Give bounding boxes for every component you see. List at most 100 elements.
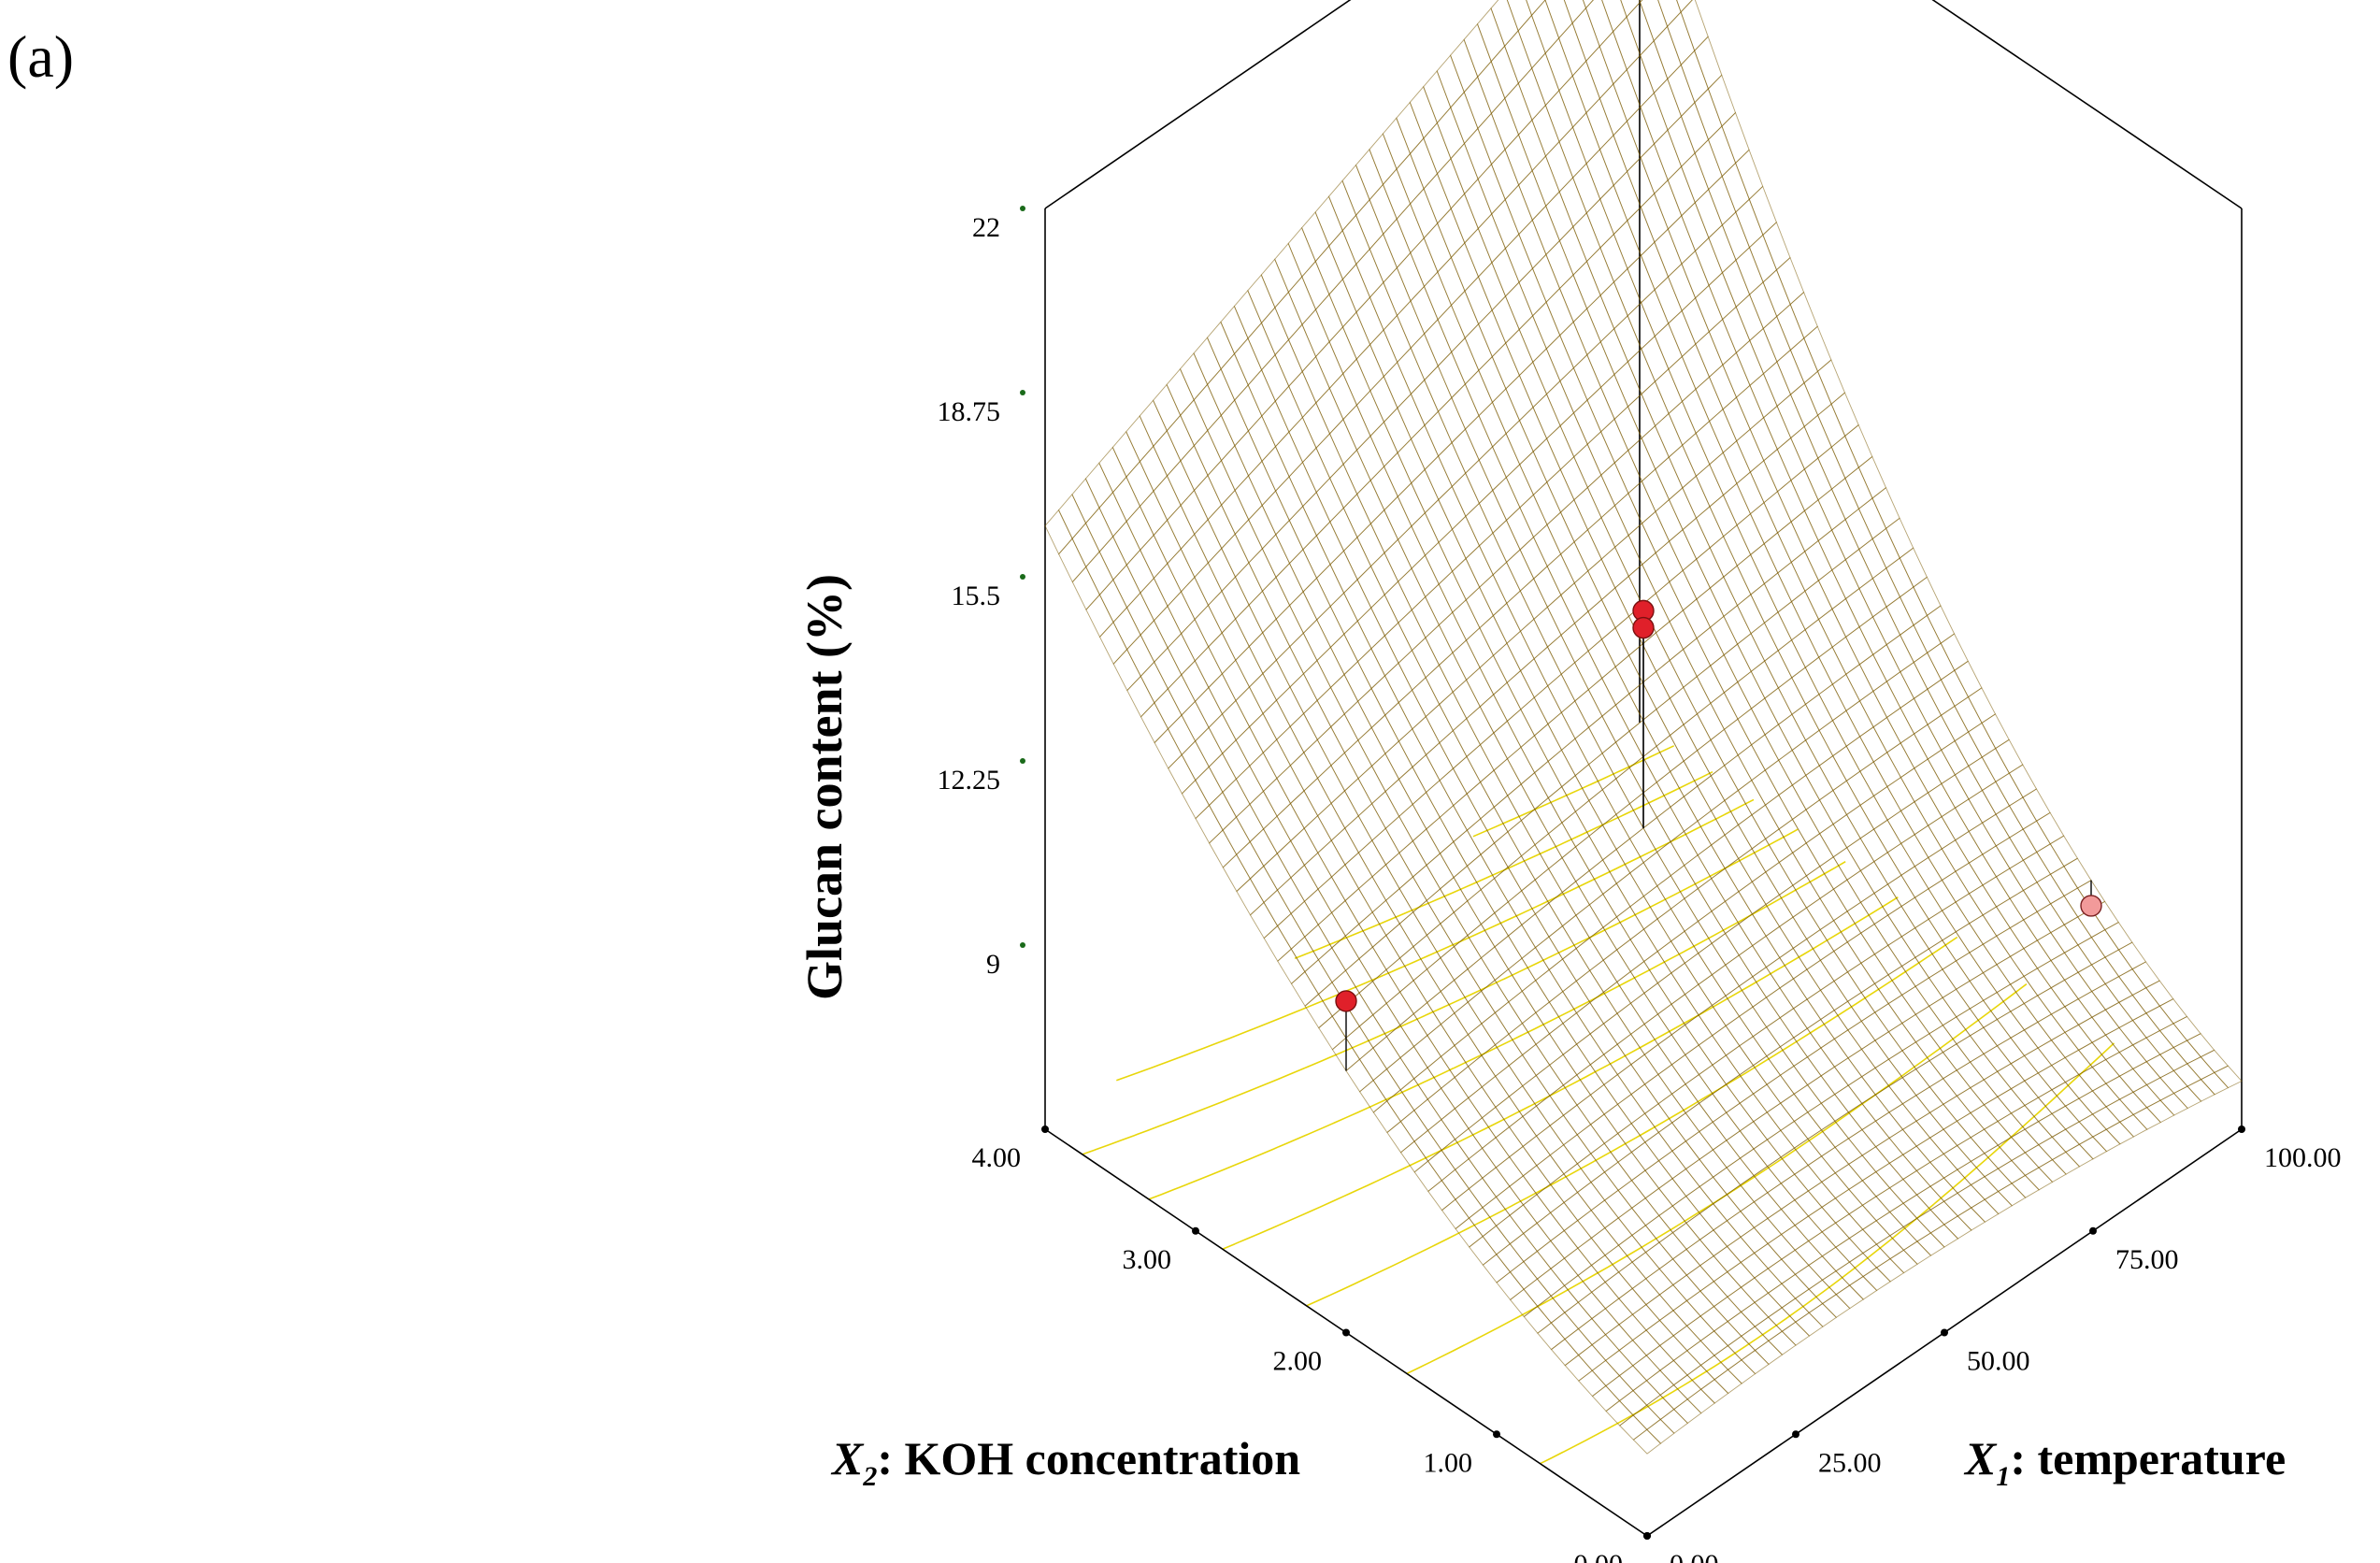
surface-patch bbox=[1384, 701, 1413, 742]
surface-patch bbox=[1220, 305, 1249, 355]
surface-patch bbox=[1578, 1369, 1607, 1398]
surface-patch bbox=[1342, 449, 1371, 495]
surface-patch bbox=[1643, 1013, 1672, 1046]
surface-patch bbox=[1248, 504, 1277, 550]
surface-patch bbox=[1234, 475, 1263, 521]
surface-patch bbox=[2038, 1159, 2067, 1183]
surface-patch bbox=[1631, 1251, 1660, 1280]
surface-patch bbox=[1179, 352, 1209, 401]
surface-patch bbox=[1439, 729, 1468, 769]
surface-patch bbox=[1208, 713, 1237, 754]
surface-patch bbox=[1848, 1252, 1878, 1278]
surface-patch bbox=[1233, 289, 1263, 339]
surface-patch bbox=[1235, 765, 1265, 806]
surface-patch bbox=[1386, 1120, 1415, 1154]
surface-patch bbox=[1208, 632, 1237, 675]
surface-patch bbox=[1167, 504, 1196, 550]
surface-patch bbox=[1603, 1073, 1632, 1105]
surface-patch bbox=[1915, 1137, 1944, 1163]
surface-patch bbox=[2051, 1151, 2081, 1175]
surface-patch bbox=[1522, 1165, 1552, 1196]
panel-label: (a) bbox=[7, 23, 74, 90]
surface-patch bbox=[1467, 990, 1496, 1025]
surface-patch bbox=[1616, 1002, 1645, 1035]
surface-patch bbox=[1806, 1075, 1836, 1104]
surface-patch bbox=[1494, 935, 1523, 970]
surface-patch bbox=[1398, 945, 1428, 982]
surface-patch bbox=[1577, 1343, 1607, 1371]
surface-patch bbox=[1290, 864, 1319, 902]
surface-patch bbox=[1874, 1137, 1904, 1164]
surface-patch bbox=[1657, 1150, 1687, 1180]
surface-patch bbox=[1222, 778, 1251, 818]
surface-patch bbox=[1208, 791, 1238, 831]
surface-patch bbox=[1315, 564, 1345, 608]
surface-patch bbox=[1875, 1162, 1904, 1189]
surface-patch bbox=[1508, 1054, 1537, 1087]
z-axis-title: Glucan content (%) bbox=[796, 574, 853, 1000]
z-tick-label: 15.5 bbox=[952, 581, 1001, 611]
surface-patch bbox=[1522, 1194, 1552, 1225]
surface-patch bbox=[1480, 946, 1510, 982]
surface-patch bbox=[1209, 829, 1238, 868]
surface-patch bbox=[1643, 1043, 1673, 1076]
surface-patch bbox=[1616, 1093, 1646, 1125]
surface-patch bbox=[1577, 1264, 1606, 1293]
surface-patch bbox=[1847, 1102, 1877, 1131]
surface-patch bbox=[1685, 1185, 1714, 1214]
surface-patch bbox=[1618, 1340, 1647, 1367]
surface-patch bbox=[1766, 1102, 1796, 1131]
surface-patch bbox=[1617, 1261, 1647, 1290]
surface-patch bbox=[1603, 1103, 1632, 1135]
x1-tick-mark bbox=[2089, 1226, 2097, 1235]
surface-patch bbox=[1604, 1244, 1633, 1273]
surface-patch bbox=[2051, 1105, 2080, 1130]
surface-patch bbox=[1482, 1254, 1512, 1283]
surface-patch bbox=[1617, 1151, 1646, 1182]
surface-patch bbox=[1413, 1098, 1442, 1131]
surface-patch bbox=[1302, 577, 1331, 621]
surface-patch bbox=[1233, 337, 1263, 386]
surface-patch bbox=[1605, 1349, 1634, 1377]
surface-patch bbox=[1726, 1157, 1755, 1186]
x1-tick-mark bbox=[1792, 1430, 1799, 1439]
surface-patch bbox=[1399, 1012, 1428, 1048]
surface-patch bbox=[1685, 1239, 1714, 1267]
surface-patch bbox=[1274, 242, 1303, 294]
surface-patch bbox=[1370, 675, 1399, 716]
surface-patch bbox=[1740, 1174, 1769, 1203]
surface-patch bbox=[1384, 852, 1414, 890]
surface-patch bbox=[1316, 725, 1345, 767]
surface-patch bbox=[1672, 1374, 1702, 1400]
surface-patch bbox=[1535, 1033, 1564, 1066]
surface-patch bbox=[1644, 1131, 1673, 1162]
surface-patch bbox=[1358, 981, 1387, 1016]
surface-patch bbox=[1287, 226, 1316, 278]
surface-patch bbox=[1221, 576, 1250, 620]
surface-patch bbox=[1523, 1305, 1553, 1334]
surface-patch bbox=[1274, 338, 1303, 388]
surface-patch bbox=[1901, 1120, 1931, 1147]
surface-patch bbox=[1916, 1232, 1945, 1256]
surface-patch bbox=[1591, 1281, 1620, 1310]
surface-patch bbox=[1288, 370, 1317, 419]
surface-patch bbox=[1467, 923, 1496, 959]
surface-patch bbox=[2024, 1144, 2054, 1169]
surface-patch bbox=[1630, 1169, 1660, 1199]
surface-patch bbox=[1276, 877, 1306, 915]
surface-patch bbox=[1084, 507, 1114, 553]
surface-patch bbox=[1577, 1210, 1606, 1240]
surface-patch bbox=[1620, 0, 1642, 18]
surface-patch bbox=[1482, 1196, 1511, 1226]
surface-patch bbox=[1167, 591, 1196, 635]
surface-patch bbox=[1399, 980, 1428, 1015]
surface-patch bbox=[1084, 462, 1114, 509]
surface-patch bbox=[1657, 1093, 1686, 1124]
surface-patch bbox=[1125, 505, 1154, 552]
surface-patch bbox=[1357, 726, 1386, 767]
surface-patch bbox=[1563, 1247, 1593, 1277]
surface-patch bbox=[2118, 1113, 2148, 1138]
surface-patch bbox=[1440, 876, 1469, 913]
surface-patch bbox=[1590, 1171, 1619, 1201]
